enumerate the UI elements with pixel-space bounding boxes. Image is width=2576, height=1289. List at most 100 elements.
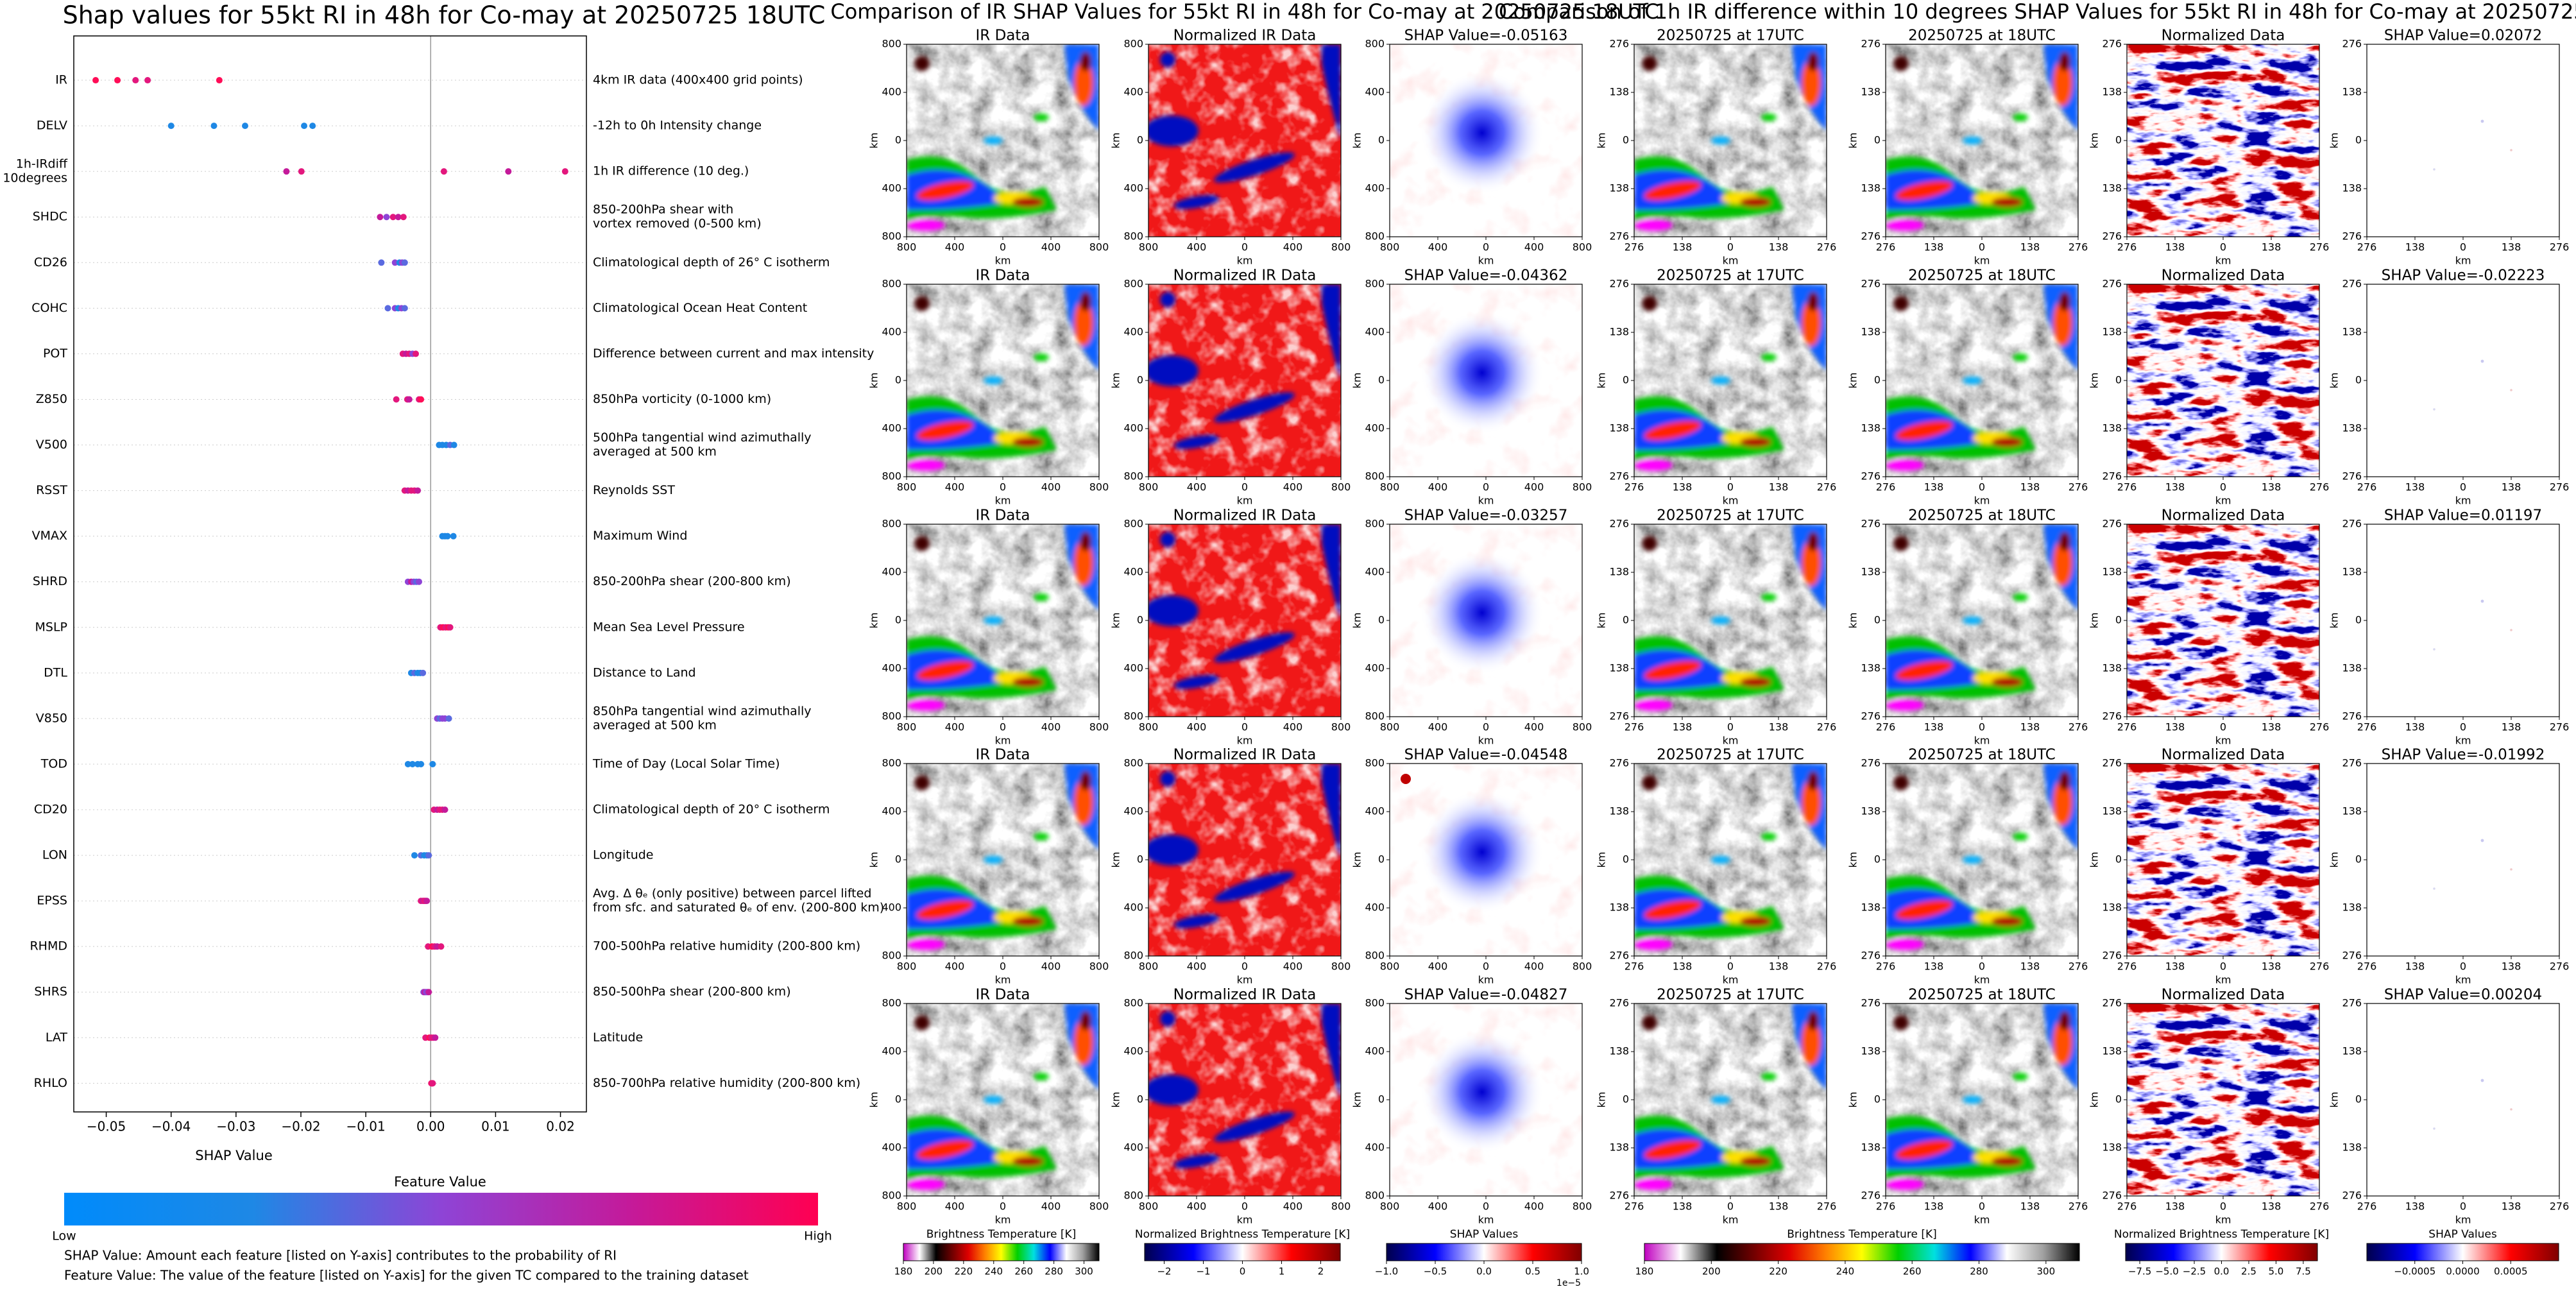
y-tick-label: 0 [1137, 1093, 1143, 1105]
colorbar [1144, 1243, 1341, 1261]
x-axis-label: SHAP Value [195, 1148, 273, 1163]
y-tick-label: 400 [1123, 901, 1143, 914]
feature-description: averaged at 500 km [593, 718, 717, 732]
satellite-image [2127, 524, 2319, 717]
panel-title: Normalized IR Data [1173, 268, 1317, 284]
satellite-image [2127, 284, 2319, 477]
y-tick-label: 138 [1609, 901, 1629, 914]
shap-point [298, 168, 305, 175]
x-tick-label: 800 [1089, 721, 1109, 733]
y-tick-label: 138 [2102, 326, 2122, 338]
panel-title: 20250725 at 18UTC [1908, 747, 2056, 764]
x-tick-label: 0 [1483, 960, 1489, 973]
shap-point [404, 760, 411, 767]
colorbar-tick-label: 1.0 [1574, 1266, 1589, 1277]
x-tick-label: −0.03 [216, 1119, 255, 1134]
x-tick-label: 400 [1187, 721, 1207, 733]
x-tick-label: 0 [1241, 721, 1248, 733]
feature-description: Mean Sea Level Pressure [593, 620, 745, 634]
y-tick-label: 276 [2102, 470, 2122, 482]
y-tick-label: 0 [2115, 1093, 2122, 1105]
note: SHAP Value: Amount each feature [listed … [64, 1248, 617, 1263]
x-tick-label: 138 [2020, 481, 2040, 493]
y-tick-label: 0 [895, 134, 901, 146]
shap-point [389, 214, 397, 221]
shap-point [401, 259, 408, 266]
y-tick-label: 138 [1609, 566, 1629, 578]
feature-name: IR [55, 73, 67, 87]
x-tick-label: 276 [1876, 481, 1896, 493]
colorbar-tick-label: 260 [1903, 1266, 1922, 1277]
x-tick-label: −0.01 [346, 1119, 385, 1134]
y-tick-label: 800 [1123, 518, 1143, 530]
feature-name: V850 [36, 711, 67, 725]
feature-description: 850-200hPa shear (200-800 km) [593, 574, 791, 588]
y-tick-label: 276 [2102, 38, 2122, 50]
x-tick-label: 400 [1041, 1200, 1061, 1213]
y-tick-label: 276 [2342, 470, 2362, 482]
y-tick-label: 400 [1365, 326, 1385, 338]
x-axis-label: km [995, 974, 1011, 986]
shap-point [505, 168, 512, 175]
feature-name: 10degrees [3, 171, 67, 185]
feature-name: SHDC [33, 210, 67, 224]
x-tick-label: 800 [897, 241, 917, 253]
y-tick-label: 0 [895, 1093, 901, 1105]
y-tick-label: 276 [2102, 710, 2122, 722]
panel-title: SHAP Value=0.02072 [2384, 28, 2542, 44]
y-tick-label: 138 [1609, 86, 1629, 98]
feature-name: LON [42, 848, 67, 862]
shap-point [425, 852, 432, 859]
x-tick-label: 0 [1000, 721, 1006, 733]
y-axis-label: km [1110, 133, 1122, 149]
x-tick-label: 400 [1187, 960, 1207, 973]
colorbar-tick-label: 7.5 [2296, 1266, 2311, 1277]
x-axis-label: km [1478, 735, 1494, 747]
x-tick-label: 400 [1041, 960, 1061, 973]
shap-point [561, 168, 568, 175]
feature-description: 850-200hPa shear with [593, 203, 733, 217]
y-tick-label: 138 [2342, 901, 2362, 914]
panel-title: IR Data [976, 28, 1030, 44]
x-tick-label: 138 [2405, 960, 2425, 973]
shap-point [440, 168, 447, 175]
panel-title: Normalized IR Data [1173, 508, 1317, 524]
x-tick-label: 276 [1817, 960, 1837, 973]
y-axis-label: km [1110, 613, 1122, 629]
colorbar-low: Low [52, 1229, 76, 1243]
panel-title: SHAP Value=-0.02223 [2382, 268, 2545, 284]
colorbar-tick-label: 0 [1240, 1266, 1246, 1277]
x-tick-label: 400 [1283, 241, 1303, 253]
note: Feature Value: The value of the feature … [64, 1268, 749, 1283]
shap-point [405, 396, 413, 403]
x-tick-label: 0.00 [416, 1119, 445, 1134]
y-tick-label: 0 [895, 614, 901, 626]
y-tick-label: 0 [1137, 853, 1143, 866]
y-tick-label: 276 [1609, 710, 1629, 722]
y-tick-label: 400 [882, 86, 901, 98]
y-tick-label: 276 [1861, 278, 1881, 290]
x-axis-label: km [1237, 1214, 1253, 1226]
x-tick-label: 276 [2068, 481, 2088, 493]
x-tick-label: 276 [2117, 960, 2137, 973]
y-tick-label: 400 [882, 182, 901, 194]
x-tick-label: 138 [2262, 1200, 2282, 1213]
y-tick-label: 138 [1861, 566, 1881, 578]
x-tick-label: 800 [1089, 960, 1109, 973]
x-tick-label: 138 [1769, 481, 1789, 493]
x-tick-label: 0 [1000, 960, 1006, 973]
satellite-image [1634, 1003, 1827, 1196]
x-tick-label: 138 [2502, 241, 2521, 253]
x-tick-label: 276 [2550, 481, 2570, 493]
colorbar-title: Feature Value [394, 1174, 486, 1190]
x-tick-label: 138 [1769, 960, 1789, 973]
x-tick-label: 276 [2357, 241, 2377, 253]
x-tick-label: 800 [1380, 1200, 1400, 1213]
x-tick-label: 0 [2220, 241, 2226, 253]
feature-name: CD20 [34, 803, 67, 817]
x-tick-label: 276 [2310, 721, 2330, 733]
y-tick-label: 400 [1365, 1141, 1385, 1154]
y-tick-label: 0 [895, 374, 901, 386]
y-tick-label: 400 [882, 662, 901, 674]
satellite-image [1145, 1003, 1341, 1196]
